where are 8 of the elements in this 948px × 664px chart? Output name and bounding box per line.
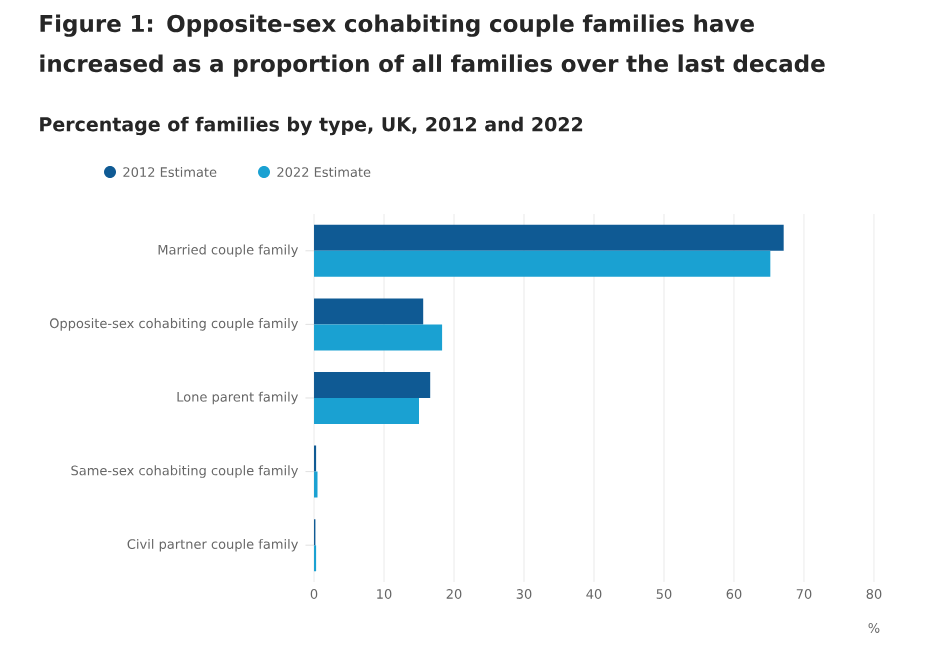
- chart-title: Figure 1: Opposite-sex cohabiting couple families have increased as a proportion of all families over the last decade: [40, 14, 825, 77]
- bar: [314, 224, 784, 251]
- chart-subtitle: Percentage of families by type, UK, 2012 and 2022: [40, 116, 583, 136]
- bar: [314, 298, 424, 325]
- bar: [314, 324, 443, 351]
- bar: [314, 371, 431, 398]
- bar: [314, 397, 419, 424]
- bar: [314, 250, 771, 277]
